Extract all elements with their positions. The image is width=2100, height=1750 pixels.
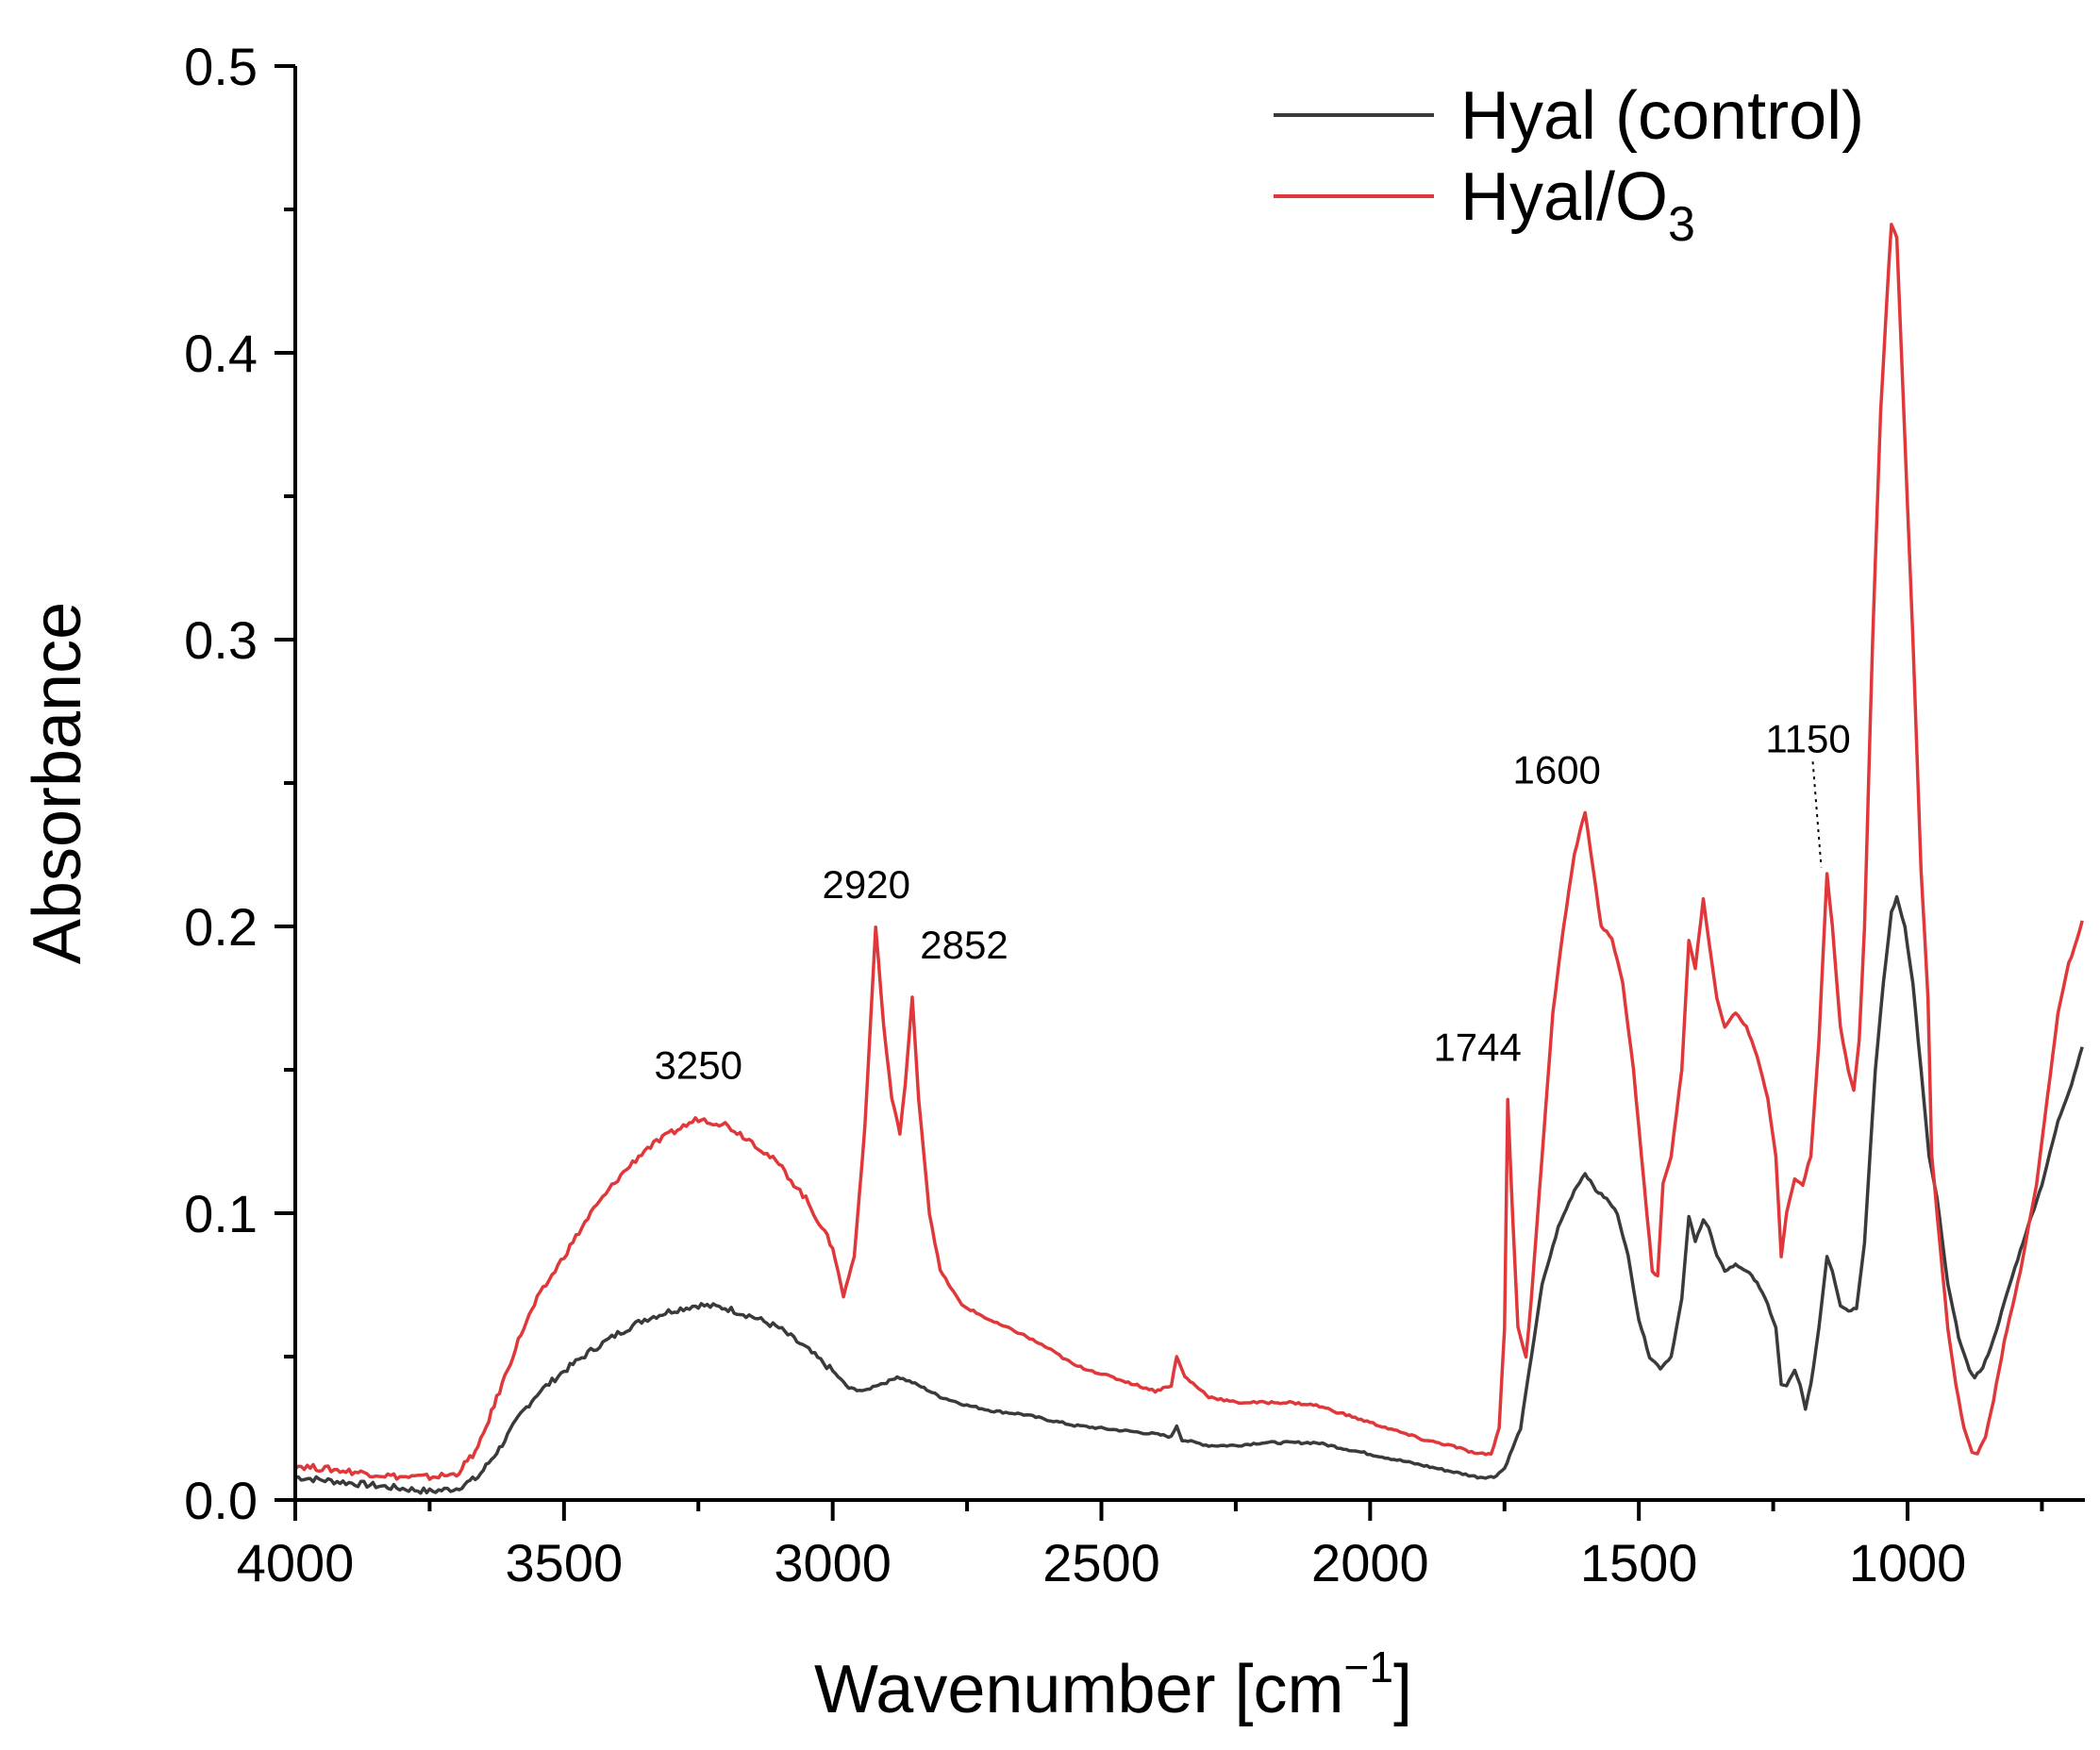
series-line-hyal-control bbox=[294, 894, 2084, 1495]
x-axis-title-main: Wavenumber [cm bbox=[814, 1652, 1343, 1727]
peak-leader-1150 bbox=[1811, 761, 1823, 868]
legend-label-hyal-control: Hyal (control) bbox=[1460, 78, 1864, 154]
x-tick-label: 2500 bbox=[1042, 1533, 1160, 1592]
y-tick-label: 0.1 bbox=[184, 1184, 258, 1243]
x-tick-label: 1500 bbox=[1580, 1533, 1698, 1592]
peak-label-3250: 3250 bbox=[655, 1043, 742, 1088]
peak-label-2920: 2920 bbox=[823, 862, 910, 907]
peak-label-1744: 1744 bbox=[1433, 1025, 1521, 1069]
series-line-hyal-o3 bbox=[293, 223, 2084, 1481]
y-ticks: 0.0 0.1 0.2 0.3 0.4 0.5 bbox=[184, 37, 295, 1530]
legend: Hyal (control) Hyal/O3 bbox=[1274, 78, 1864, 252]
x-tick-label: 4000 bbox=[237, 1533, 355, 1592]
x-tick-label: 3000 bbox=[774, 1533, 892, 1592]
x-tick-label: 3500 bbox=[506, 1533, 624, 1592]
y-tick-label: 0.3 bbox=[184, 610, 258, 670]
x-tick-label: 1000 bbox=[1849, 1533, 1967, 1592]
legend-label-hyal-o3-main: Hyal/O bbox=[1460, 159, 1668, 235]
y-axis-title: Absorbance bbox=[20, 602, 95, 964]
y-tick-label: 0.2 bbox=[184, 897, 258, 957]
peak-label-2852: 2852 bbox=[920, 923, 1008, 967]
y-tick-label: 0.4 bbox=[184, 324, 258, 383]
peak-label-1600: 1600 bbox=[1512, 747, 1600, 792]
series-layer bbox=[293, 223, 2084, 1495]
peak-label-1150: 1150 bbox=[1765, 716, 1850, 760]
y-tick-label: 0.5 bbox=[184, 37, 258, 96]
y-tick-label: 0.0 bbox=[184, 1471, 258, 1530]
x-axis-title-close: ] bbox=[1393, 1652, 1412, 1727]
x-axis-title: Wavenumber [cm−1] bbox=[814, 1642, 1412, 1727]
x-axis-title-superscript: −1 bbox=[1344, 1642, 1393, 1692]
x-tick-label: 2000 bbox=[1311, 1533, 1429, 1592]
x-ticks: 4000 3500 3000 2500 2000 1500 1000 bbox=[237, 1500, 2044, 1592]
legend-label-hyal-o3-subscript: 3 bbox=[1668, 197, 1695, 252]
legend-label-hyal-o3: Hyal/O3 bbox=[1460, 159, 1695, 252]
